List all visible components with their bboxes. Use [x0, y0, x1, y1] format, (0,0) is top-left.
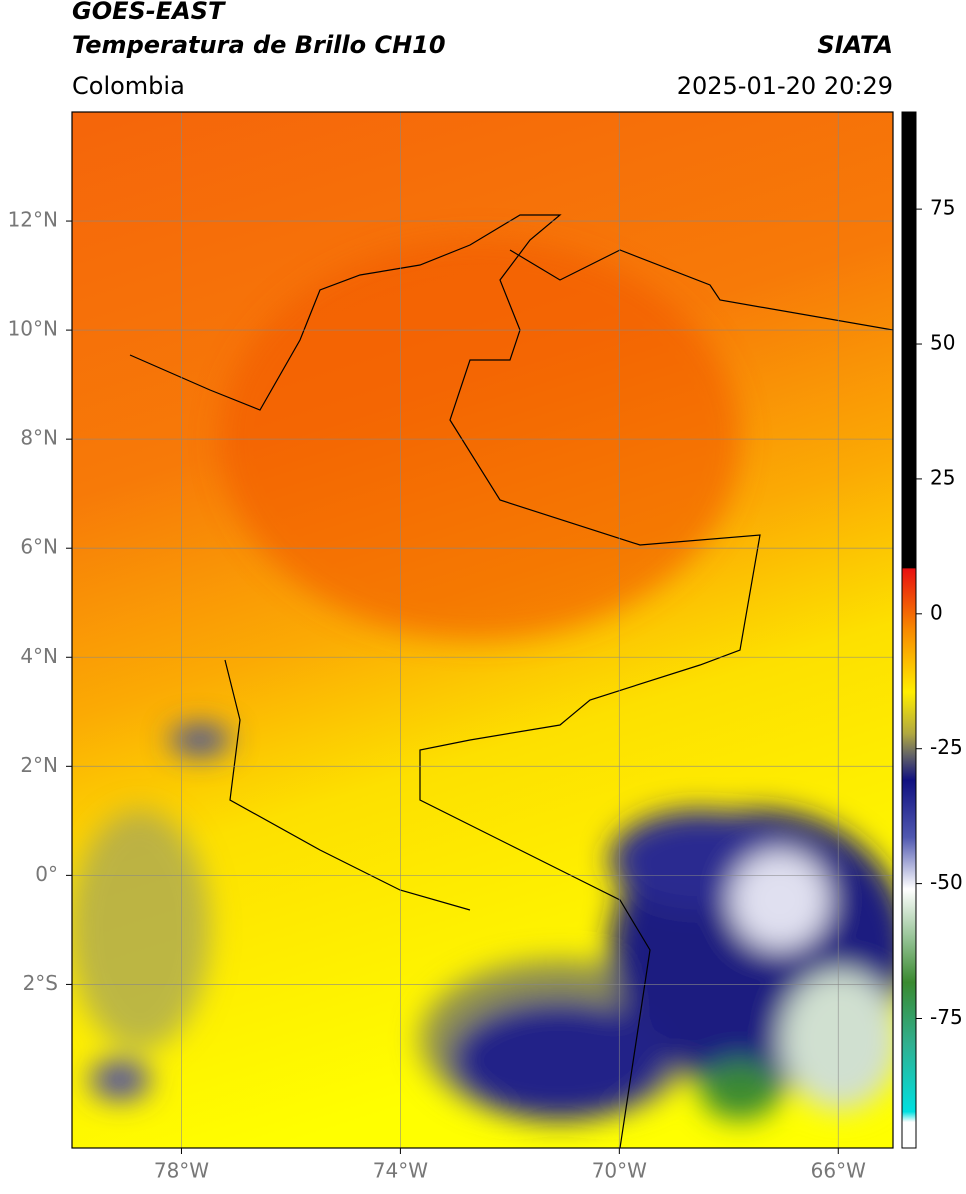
y-tick-label: 10°N — [8, 317, 58, 341]
subtitle: Temperatura de Brillo CH10 — [72, 31, 446, 59]
region: Colombia — [72, 72, 185, 100]
graticule — [72, 112, 893, 1148]
colorbar-tick-label: -75 — [930, 1005, 963, 1029]
colorbar — [901, 111, 917, 1149]
x-tick-label: 78°W — [154, 1159, 209, 1183]
y-tick-label: 12°N — [8, 208, 58, 232]
colorbar-tick-label: -25 — [930, 735, 963, 759]
y-tick-label: 2°N — [20, 753, 58, 777]
y-tick-label: 8°N — [20, 426, 58, 450]
x-tick-label: 66°W — [811, 1159, 866, 1183]
satellite-image — [72, 112, 893, 1148]
colorbar-tick-label: 0 — [930, 600, 943, 624]
map-frame — [71, 111, 894, 1149]
x-tick-label: 70°W — [592, 1159, 647, 1183]
title: GOES-EAST — [72, 0, 226, 25]
colorbar-tick-label: -50 — [930, 870, 963, 894]
timestamp: 2025-01-20 20:29 — [677, 72, 893, 100]
source: SIATA — [817, 31, 893, 59]
y-tick-label: 4°N — [20, 644, 58, 668]
colorbar-tick-label: 75 — [930, 196, 955, 220]
x-tick-label: 74°W — [373, 1159, 428, 1183]
colorbar-tick-label: 50 — [930, 331, 955, 355]
colorbar-tick-label: 25 — [930, 465, 955, 489]
y-tick-label: 0° — [35, 862, 58, 886]
y-tick-label: 2°S — [23, 971, 58, 995]
y-tick-label: 6°N — [20, 535, 58, 559]
